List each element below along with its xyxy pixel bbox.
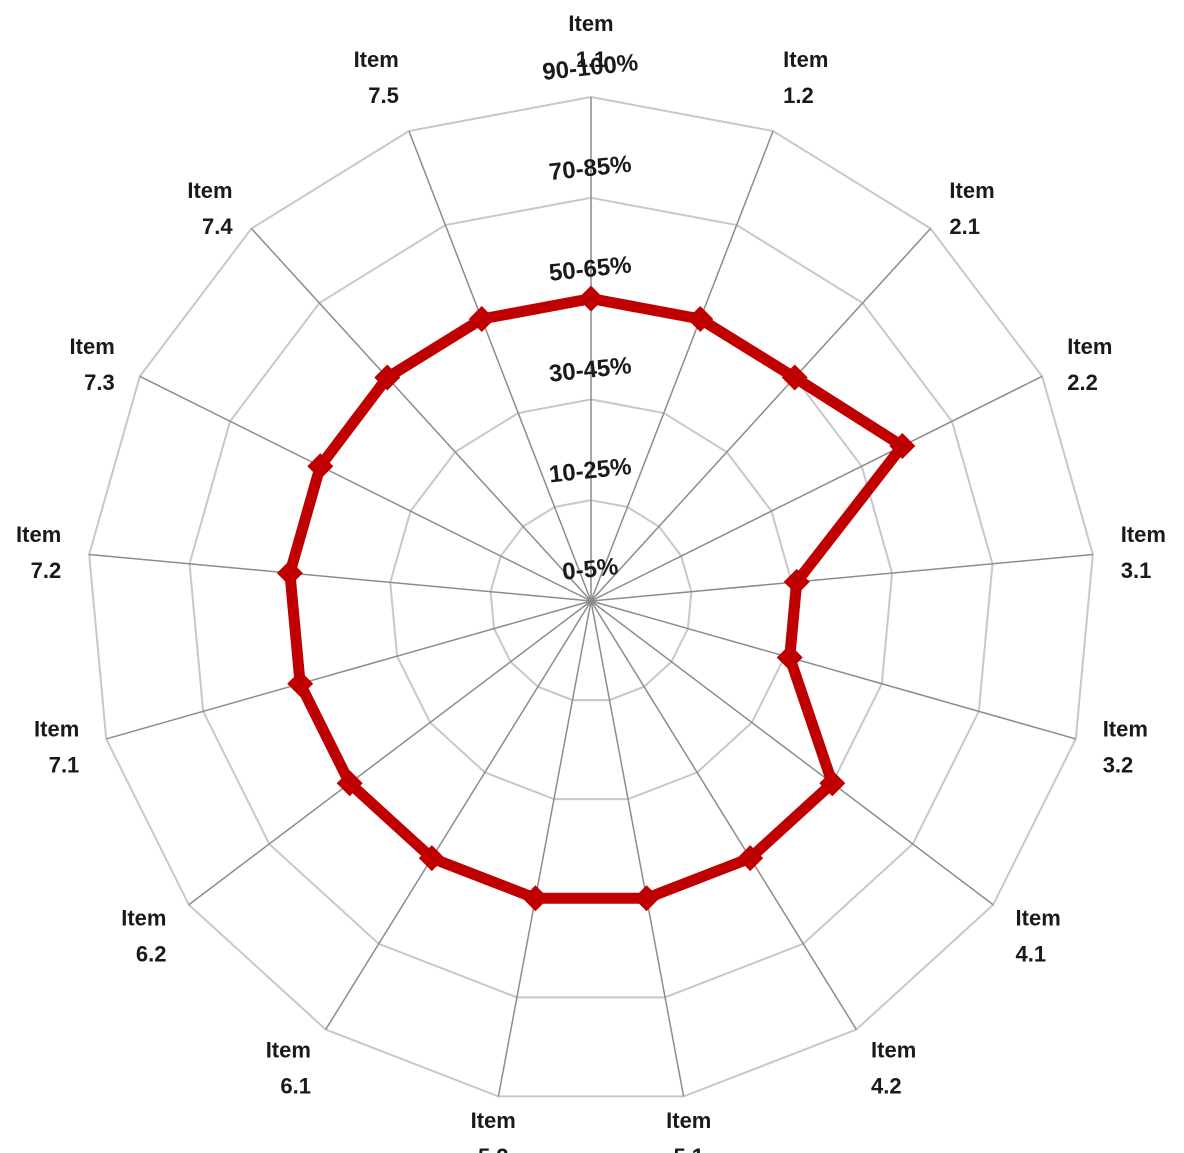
data-point	[633, 885, 660, 912]
grid-ring	[188, 196, 994, 999]
axis-label: Item 7.3	[70, 334, 115, 395]
axis-spoke	[250, 228, 592, 602]
axis-label: Item 3.2	[1103, 717, 1148, 778]
data-point	[287, 670, 314, 697]
axis-label: Item 1.2	[783, 47, 828, 108]
axis-label: Item 3.1	[1121, 522, 1166, 583]
axis-label: Item 7.4	[187, 178, 233, 239]
data-point	[819, 770, 846, 797]
axis-label: Item 7.1	[34, 717, 79, 778]
data-point	[781, 364, 808, 391]
grid-ring	[489, 499, 693, 702]
ring-label: 30-45%	[548, 352, 633, 388]
axis-spoke	[497, 600, 592, 1097]
ring-labels: 0-5%10-25%30-45%50-65%70-85%90-100%	[541, 49, 639, 586]
grid-ring	[389, 398, 793, 801]
data-point	[418, 845, 445, 872]
axis-spoke	[590, 600, 685, 1097]
axis-labels: Item 1.1 Item 1.2 Item 2.1 Item 2.2 Item 3.1 Item 3…	[16, 11, 1166, 1153]
axis-label: Item 7.5	[354, 47, 399, 108]
axis-spoke	[106, 600, 592, 740]
axis-label: Item 6.1	[266, 1037, 311, 1098]
axis-spoke	[188, 600, 592, 906]
axis-label: Item 4.2	[871, 1037, 916, 1098]
ring-label: 10-25%	[548, 453, 633, 489]
axis-spokes	[89, 97, 1093, 1097]
series-layer	[276, 285, 916, 912]
axis-spoke	[89, 553, 592, 602]
data-point	[578, 285, 604, 312]
data-point	[737, 845, 764, 872]
data-point	[522, 885, 549, 912]
axis-spoke	[590, 375, 1043, 602]
ring-label: 50-65%	[548, 251, 633, 287]
axis-spoke	[590, 228, 932, 602]
axis-label: Item 2.1	[949, 178, 994, 239]
axis-label: Item5.2	[471, 1108, 516, 1153]
data-point	[687, 306, 714, 333]
axis-label: Item 7.2	[16, 522, 61, 583]
ring-label: 0-5%	[561, 553, 620, 586]
data-point	[889, 432, 916, 459]
data-point	[776, 644, 803, 671]
axis-spoke	[590, 600, 994, 906]
axis-label: Item 1.1	[568, 11, 613, 72]
axis-label: Item 6.2	[121, 906, 166, 967]
axis-spoke	[590, 600, 1076, 740]
axis-label: Item 4.1	[1016, 906, 1061, 967]
data-point	[336, 770, 363, 797]
data-point	[276, 560, 303, 587]
data-point	[307, 453, 334, 480]
axis-spoke	[139, 375, 592, 602]
axis-spoke	[590, 553, 1093, 602]
axis-spoke	[325, 600, 592, 1030]
data-point	[468, 306, 495, 333]
axis-spoke	[590, 600, 857, 1030]
data-point	[374, 364, 401, 391]
series-line	[284, 293, 908, 904]
data-point	[783, 568, 810, 595]
ring-label: 70-85%	[548, 151, 633, 187]
axis-label: Item 2.2	[1067, 334, 1112, 395]
axis-spoke	[590, 130, 774, 602]
grid-ring	[88, 95, 1094, 1098]
axis-label: Item5.1	[666, 1108, 711, 1153]
axis-spoke	[408, 130, 592, 602]
